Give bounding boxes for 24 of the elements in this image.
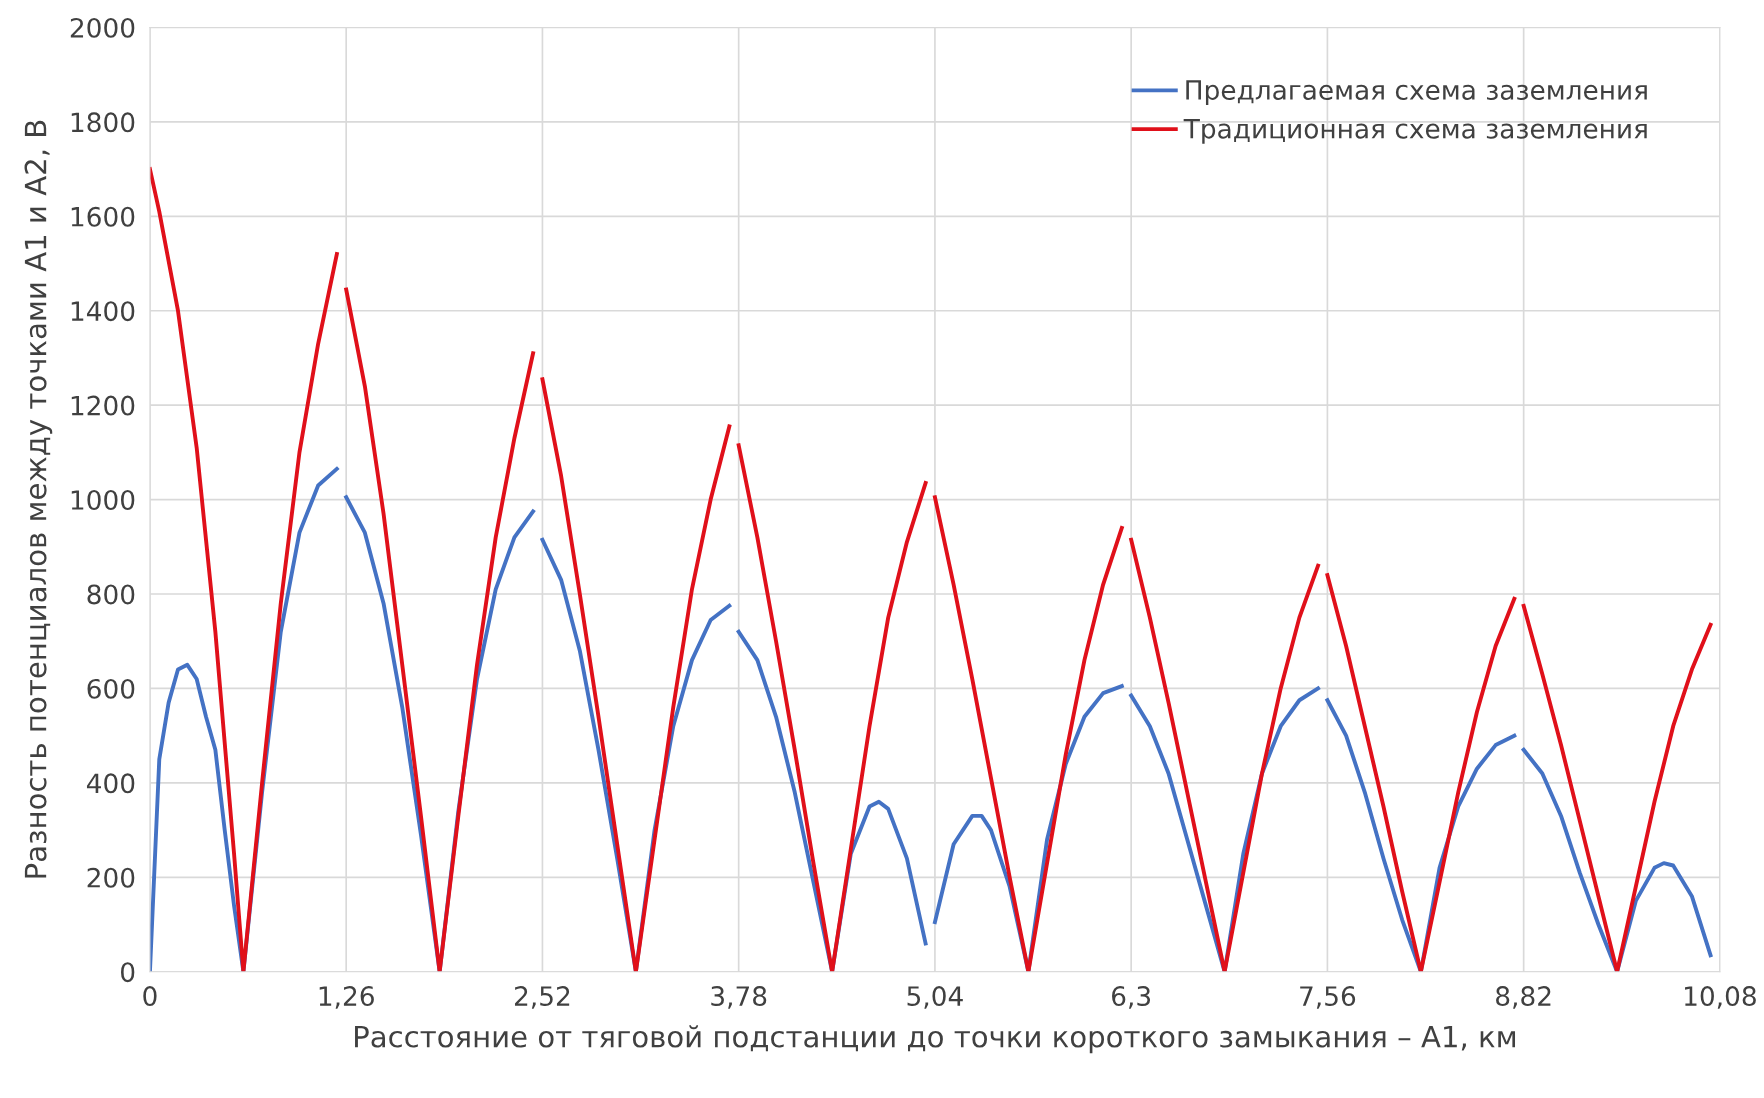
- y-tick-label: 0: [121, 962, 135, 983]
- y-tick-label: 1400: [71, 301, 135, 322]
- x-tick-label: 7,56: [1300, 986, 1356, 1009]
- y-tick-label: 400: [86, 773, 135, 794]
- x-axis-title: Расстояние от тяговой подстанции до точки короткого замыкания – A1, км: [355, 1025, 1516, 1054]
- x-tick-label: 8,82: [1496, 986, 1551, 1009]
- y-axis-title: Разность потенциалов между точками A1 и A2, В: [24, 120, 53, 878]
- x-tick-label: 1,26: [319, 986, 374, 1009]
- legend-label: Предлагаемая схема заземления: [1186, 80, 1647, 106]
- y-tick-label: 800: [87, 584, 135, 605]
- y-tick-label: 1200: [71, 395, 135, 416]
- x-tick-label: 2,52: [514, 986, 570, 1009]
- x-tick-label: 0: [143, 986, 157, 1007]
- y-tick-label: 600: [87, 678, 135, 699]
- legend-label: Традиционная схема заземления: [1183, 119, 1647, 144]
- y-tick-label: 2000: [70, 17, 135, 38]
- y-tick-label: 1600: [71, 206, 135, 227]
- x-tick-label: 3,78: [711, 986, 767, 1009]
- x-tick-label: 10,08: [1685, 986, 1756, 1009]
- x-tick-label: 5,04: [907, 986, 963, 1009]
- y-tick-label: 1000: [71, 490, 135, 510]
- y-tick-label: 1800: [71, 112, 135, 133]
- x-tick-label: 6,3: [1112, 986, 1151, 1009]
- y-tick-label: 200: [87, 867, 135, 888]
